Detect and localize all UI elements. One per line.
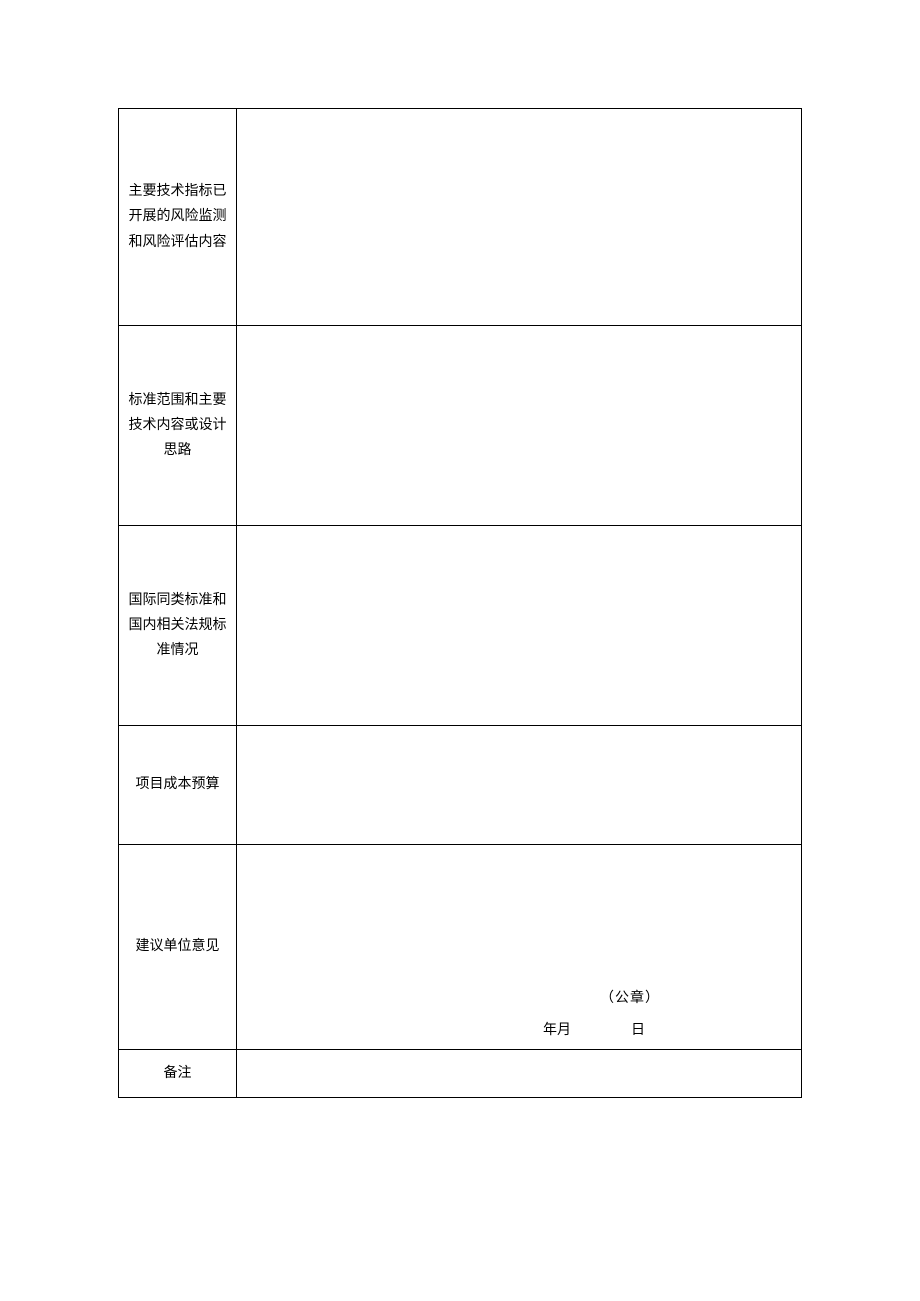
row-label-international-standards: 国际同类标准和国内相关法规标准情况 — [119, 526, 237, 725]
form-table: 主要技术指标已开展的风险监测和风险评估内容 标准范围和主要技术内容或设计思路 国… — [118, 108, 802, 1098]
table-row: 备注 — [119, 1050, 801, 1097]
content-cell-budget — [237, 726, 801, 844]
row-label-opinion: 建议单位意见 — [119, 845, 237, 1049]
content-cell-remarks — [237, 1050, 801, 1097]
content-cell-international-standards — [237, 526, 801, 725]
table-row: 国际同类标准和国内相关法规标准情况 — [119, 526, 801, 726]
row-label-risk-monitoring: 主要技术指标已开展的风险监测和风险评估内容 — [119, 109, 237, 325]
content-cell-risk-monitoring — [237, 109, 801, 325]
label-text: 项目成本预算 — [136, 772, 220, 797]
table-row: 建议单位意见 （公章） 年月 日 — [119, 845, 801, 1050]
date-label: 年月 日 — [543, 1019, 645, 1039]
label-text: 国际同类标准和国内相关法规标准情况 — [123, 588, 232, 664]
row-label-remarks: 备注 — [119, 1050, 237, 1097]
label-text: 标准范围和主要技术内容或设计思路 — [123, 388, 232, 464]
table-row: 主要技术指标已开展的风险监测和风险评估内容 — [119, 109, 801, 326]
row-label-budget: 项目成本预算 — [119, 726, 237, 844]
seal-label: （公章） — [600, 987, 660, 1007]
table-row: 标准范围和主要技术内容或设计思路 — [119, 326, 801, 526]
label-text: 主要技术指标已开展的风险监测和风险评估内容 — [123, 179, 232, 255]
content-cell-scope — [237, 326, 801, 525]
table-row: 项目成本预算 — [119, 726, 801, 845]
date-year-month: 年月 — [543, 1023, 571, 1038]
content-cell-opinion: （公章） 年月 日 — [237, 845, 801, 1049]
date-day: 日 — [631, 1023, 645, 1038]
label-text: 备注 — [164, 1061, 192, 1086]
label-text: 建议单位意见 — [136, 934, 220, 959]
row-label-scope: 标准范围和主要技术内容或设计思路 — [119, 326, 237, 525]
